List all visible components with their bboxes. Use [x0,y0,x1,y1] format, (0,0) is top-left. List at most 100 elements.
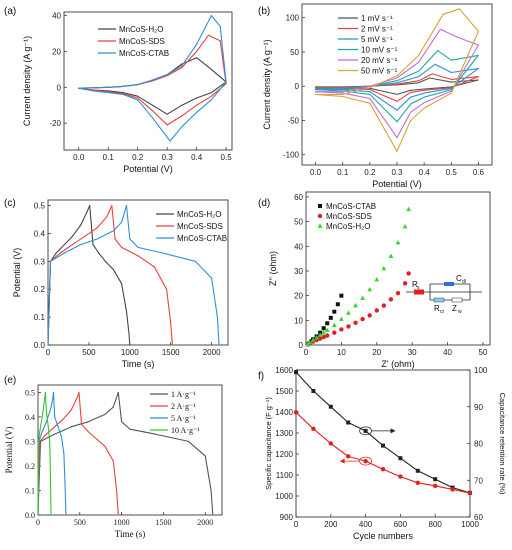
series-line-segment [52,391,56,418]
series-line-segment [111,205,116,240]
x-tick-label: 50 [478,348,487,357]
x-tick-label: 40 [443,348,452,357]
data-point [415,480,420,486]
panel-1: 0.0 0.1 0.2 0.3 0.4 0.5 0.6 -100 -50 0 50 100 Potent… [258,3,493,189]
data-point [339,327,344,332]
series-1 [37,391,119,516]
data-point [395,239,401,245]
series-line-segment [122,92,139,99]
circuit-subscript-rct: ct [440,309,445,315]
series-line-segment [423,90,452,104]
series-line-segment [92,90,109,94]
series-line-segment [151,117,171,142]
x-tick-label: 1500 [162,348,180,357]
series-line-segment [45,426,56,435]
data-point [321,334,326,340]
axis-arrows [339,426,396,466]
data-point [331,322,337,328]
series-line-segment [43,396,46,406]
series-line-segment [429,77,452,83]
series-line-segment [153,266,168,290]
legend-label: 1 mV s⁻¹ [361,14,393,23]
series-line-segment [166,115,183,126]
series-line-segment [62,408,73,420]
circuit-label-rct: R [434,304,440,313]
series-line-segment [151,104,168,115]
series-line-segment [106,205,113,218]
series-line-segment [70,396,78,411]
data-point [317,336,323,341]
series-0 [295,371,471,494]
series-line-segment [107,92,124,95]
x-axis-label: Potential (V) [372,179,422,189]
series-line-segment [39,433,47,442]
y-axis-label: Z'' (ohm) [268,251,278,286]
legend-label: MnCoS-SDS [177,222,223,231]
y-tick-label: 0.0 [25,511,35,520]
series-line-segment [382,468,401,478]
legend-label: 2 mV s⁻¹ [361,25,393,34]
x-tick-label: 1000 [461,520,479,529]
data-point [433,483,438,488]
series-line-segment [121,283,128,313]
data-point [402,281,408,286]
data-point [398,456,403,461]
series-line-segment [423,86,452,90]
series-line-segment [107,91,124,95]
series-line-segment [450,67,479,74]
data-point [325,321,330,326]
series-line-segment [63,244,82,254]
series-line-segment [396,103,412,123]
y-axis-label: Potential (V) [12,248,22,298]
series-line-segment [151,75,168,82]
series-line-segment [434,478,454,489]
x-tick-label: 30 [408,348,417,357]
x-tick-label: 500 [82,348,96,357]
series-line-segment [122,93,139,101]
data-point [353,302,358,308]
y-tick-label: 0.5 [25,388,35,397]
data-point [335,302,340,307]
series-line-segment [80,210,88,226]
series-line-segment [137,99,153,119]
data-point [367,286,373,292]
legend-swatch [318,204,322,208]
data-point [381,443,385,448]
data-point [388,253,394,258]
series-line-segment [181,111,198,128]
legend-label: 50 mV s⁻¹ [361,67,398,76]
series-line-segment [96,216,108,229]
series-line-segment [181,104,198,117]
series-line-segment [434,485,454,490]
y-tick-label: 30 [294,267,303,276]
series-line-segment [137,97,153,112]
x-tick-label: 1000 [114,518,130,527]
series-line-segment [442,8,460,15]
series-line-segment [315,91,344,94]
series-line-segment [423,87,452,91]
series-2 [78,15,227,142]
series-line-segment [107,85,124,88]
circuit-label-w: Z [452,304,457,313]
series-line-segment [210,15,221,27]
series-line-segment [315,89,344,92]
series-line-segment [128,333,131,346]
x-axis-label: Time (s) [122,359,155,369]
x-tick-label: 0.3 [162,153,174,162]
y-tick-label: 100 [286,14,300,23]
y-tick-label: 0 [295,82,300,91]
series-line-segment [169,126,183,142]
series-3 [37,391,52,516]
series-line-segment [112,391,119,408]
series-line-segment [342,85,371,93]
series-line-segment [121,205,128,223]
y-tick-label: 50 [290,48,299,57]
data-point [346,420,351,425]
y-tick-label: 0.3 [25,437,35,446]
y-tick-label: 40 [294,242,303,251]
y-axis-label: Potential (V) [4,427,14,474]
series-line-segment [396,96,412,111]
data-point [406,206,412,212]
series-line-segment [89,205,94,246]
x-tick-label: 400 [359,520,373,529]
